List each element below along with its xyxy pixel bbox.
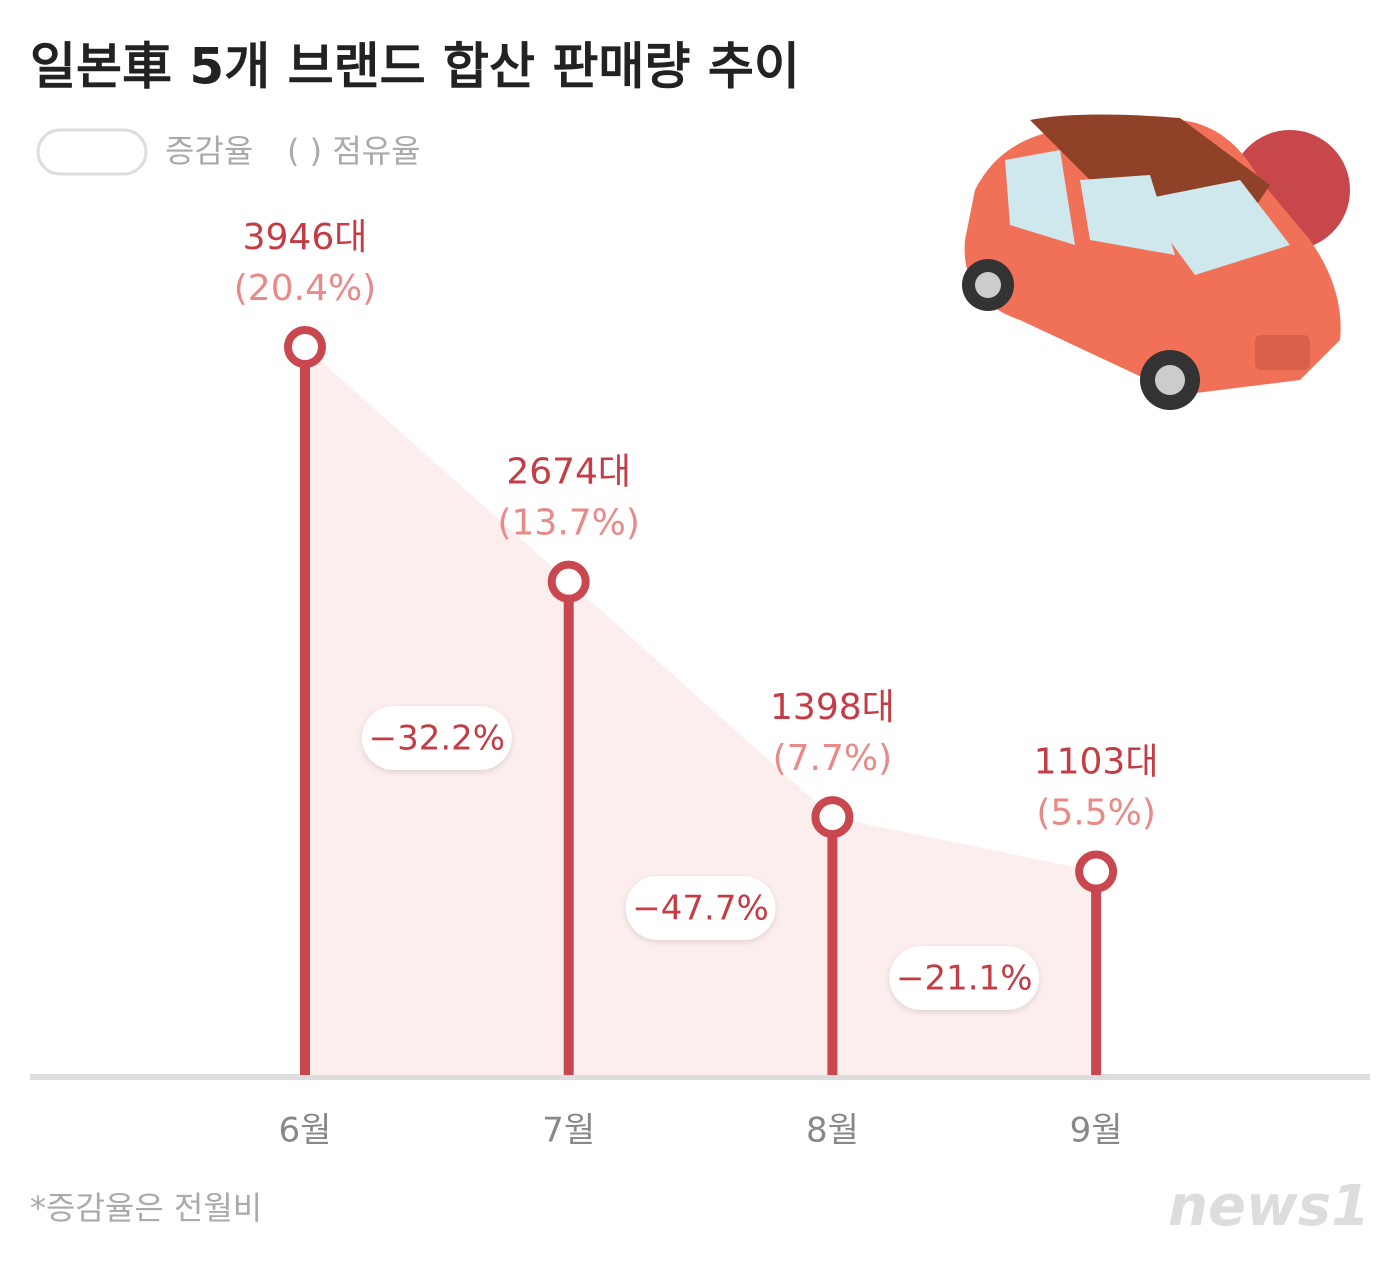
legend-change: 증감율: [165, 132, 253, 170]
car-illustration: [962, 114, 1350, 410]
footnote: *증감율은 전월비: [30, 1189, 262, 1227]
change-pill: [889, 946, 1040, 1010]
change-label: −32.2%: [369, 719, 506, 759]
dot: [284, 326, 326, 368]
change-pill: [361, 706, 512, 770]
x-tick-label: 8월: [806, 1111, 859, 1151]
x-tick-label: 7월: [542, 1111, 595, 1151]
share-label: (7.7%): [773, 738, 893, 779]
source-logo: news1: [1168, 1174, 1370, 1239]
value-label: 1103대: [1034, 742, 1159, 783]
value-label: 2674대: [506, 452, 631, 493]
legend-swatch: [36, 128, 148, 176]
chart-title: 일본車 5개 브랜드 합산 판매량 추이: [30, 38, 800, 96]
value-label: 3946대: [243, 217, 368, 258]
share-label: (20.4%): [234, 268, 376, 309]
x-tick-label: 9월: [1070, 1111, 1123, 1151]
share-label: (5.5%): [1036, 793, 1156, 834]
area: [305, 347, 1097, 1075]
value-label: 1398대: [770, 687, 895, 728]
legend-share: ( ) 점유율: [287, 132, 421, 170]
share-label: (13.7%): [497, 503, 639, 544]
x-tick-label: 6월: [279, 1111, 332, 1151]
change-pill: [625, 876, 776, 940]
dot: [811, 796, 854, 839]
plot: −32.2% −47.7% −21.1% 3946대 (20.4%) 6월 2674대 (13…: [234, 217, 1159, 1151]
change-label: −21.1%: [896, 959, 1033, 999]
dot: [1075, 850, 1118, 893]
dot: [547, 560, 590, 603]
change-label: −47.7%: [632, 889, 769, 929]
